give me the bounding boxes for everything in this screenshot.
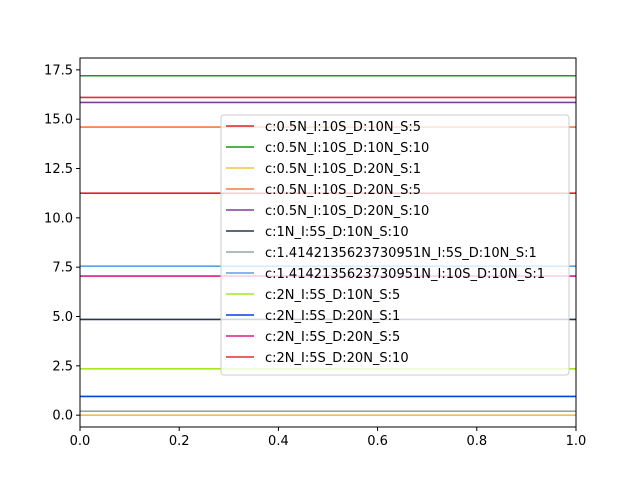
x-tick-label-3: 0.6 bbox=[367, 434, 388, 449]
legend-label-10: c:2N_I:5S_D:20N_S:5 bbox=[265, 330, 400, 345]
y-axis: 0.0 2.5 5.0 7.5 10.0 12.5 15.0 17.5 bbox=[44, 63, 80, 424]
legend-label-1: c:0.5N_I:10S_D:10N_S:10 bbox=[265, 141, 429, 156]
y-tick-label-3: 7.5 bbox=[52, 261, 73, 276]
x-axis: 0.0 0.2 0.4 0.6 0.8 1.0 bbox=[70, 427, 587, 449]
plot-area-frame bbox=[79, 57, 577, 428]
y-tick-label-7: 17.5 bbox=[44, 63, 73, 78]
y-tick-label-6: 15.0 bbox=[44, 113, 73, 128]
y-tick-label-4: 10.0 bbox=[44, 211, 73, 226]
legend-label-11: c:2N_I:5S_D:20N_S:10 bbox=[265, 351, 409, 366]
legend-box bbox=[220, 114, 570, 376]
legend-label-2: c:0.5N_I:10S_D:20N_S:1 bbox=[265, 162, 421, 177]
legend-label-3: c:0.5N_I:10S_D:20N_S:5 bbox=[265, 183, 421, 198]
x-tick-label-0: 0.0 bbox=[70, 434, 91, 449]
y-tick-label-5: 12.5 bbox=[44, 162, 73, 177]
x-tick-label-5: 1.0 bbox=[566, 434, 587, 449]
legend: c:0.5N_I:10S_D:10N_S:5 c:0.5N_I:10S_D:10N… bbox=[220, 114, 570, 376]
y-tick-label-1: 2.5 bbox=[52, 359, 73, 374]
x-tick-label-1: 0.2 bbox=[169, 434, 190, 449]
legend-label-5: c:1N_I:5S_D:10N_S:10 bbox=[265, 225, 409, 240]
legend-label-8: c:2N_I:5S_D:10N_S:5 bbox=[265, 288, 400, 303]
x-tick-label-4: 0.8 bbox=[466, 434, 487, 449]
legend-label-7: c:1.4142135623730951N_I:10S_D:10N_S:1 bbox=[265, 267, 545, 282]
y-tick-label-2: 5.0 bbox=[52, 310, 73, 325]
y-tick-label-0: 0.0 bbox=[52, 409, 73, 424]
legend-label-6: c:1.4142135623730951N_I:5S_D:10N_S:1 bbox=[265, 246, 537, 261]
legend-label-9: c:2N_I:5S_D:20N_S:1 bbox=[265, 309, 400, 324]
legend-label-4: c:0.5N_I:10S_D:20N_S:10 bbox=[265, 204, 429, 219]
x-tick-label-2: 0.4 bbox=[268, 434, 289, 449]
legend-label-0: c:0.5N_I:10S_D:10N_S:5 bbox=[265, 120, 421, 135]
